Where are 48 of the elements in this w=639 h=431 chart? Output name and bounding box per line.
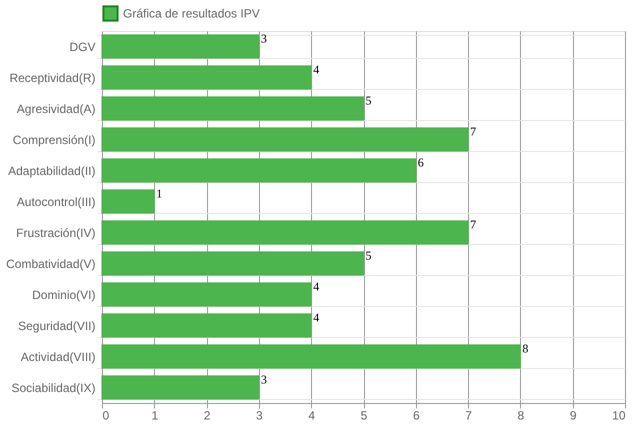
y-tick-label: Seguridad(VII) <box>18 319 96 333</box>
data-label: 4 <box>313 280 320 294</box>
y-tick-label: Adaptabilidad(II) <box>8 164 96 178</box>
x-tick-label: 7 <box>465 408 472 422</box>
data-label: 8 <box>522 342 528 356</box>
y-tick-label: Sociabilidad(IX) <box>11 381 96 395</box>
y-tick-label: Actividad(VIII) <box>20 350 96 364</box>
bar <box>102 251 364 276</box>
bar <box>102 313 312 338</box>
y-tick-label: Autocontrol(III) <box>16 195 96 209</box>
data-label: 6 <box>418 156 424 170</box>
bar <box>102 220 469 245</box>
bar <box>102 34 260 59</box>
y-tick-label: Combatividad(V) <box>6 257 96 271</box>
x-tick-label: 0 <box>102 408 110 422</box>
data-label: 5 <box>366 94 372 108</box>
data-label: 1 <box>156 186 162 200</box>
bar <box>102 65 312 90</box>
y-tick-label: Dominio(VI) <box>32 288 96 302</box>
x-tick-label: 8 <box>518 408 525 422</box>
bar <box>102 158 416 183</box>
data-label: 4 <box>313 310 320 324</box>
x-tick-label: 10 <box>612 408 626 422</box>
x-tick-label: 6 <box>412 408 420 422</box>
x-tick-label: 1 <box>151 408 158 422</box>
bar <box>102 344 521 369</box>
data-label: 4 <box>313 62 320 76</box>
y-tick-label: Comprensión(I) <box>12 133 96 147</box>
x-tick-label: 2 <box>204 408 211 422</box>
data-label: 5 <box>366 248 372 262</box>
data-label: 3 <box>260 32 267 46</box>
x-tick-label: 5 <box>360 408 368 422</box>
y-tick-label: DGV <box>69 40 96 54</box>
legend-label: Gráfica de resultados IPV <box>123 6 260 20</box>
bar <box>102 375 260 400</box>
x-tick-label: 9 <box>570 408 577 422</box>
x-tick-label: 3 <box>256 408 264 422</box>
bar <box>102 127 469 152</box>
y-tick-label: Frustración(IV) <box>16 226 96 240</box>
x-tick-label: 4 <box>308 408 316 422</box>
data-label: 7 <box>470 218 476 232</box>
y-tick-label: Receptividad(R) <box>9 71 96 85</box>
bar <box>102 96 364 121</box>
data-label: 7 <box>470 124 476 138</box>
y-tick-label: Agresividad(A) <box>16 102 96 116</box>
bar <box>102 282 312 307</box>
data-label: 3 <box>260 372 267 386</box>
bar <box>102 189 155 214</box>
